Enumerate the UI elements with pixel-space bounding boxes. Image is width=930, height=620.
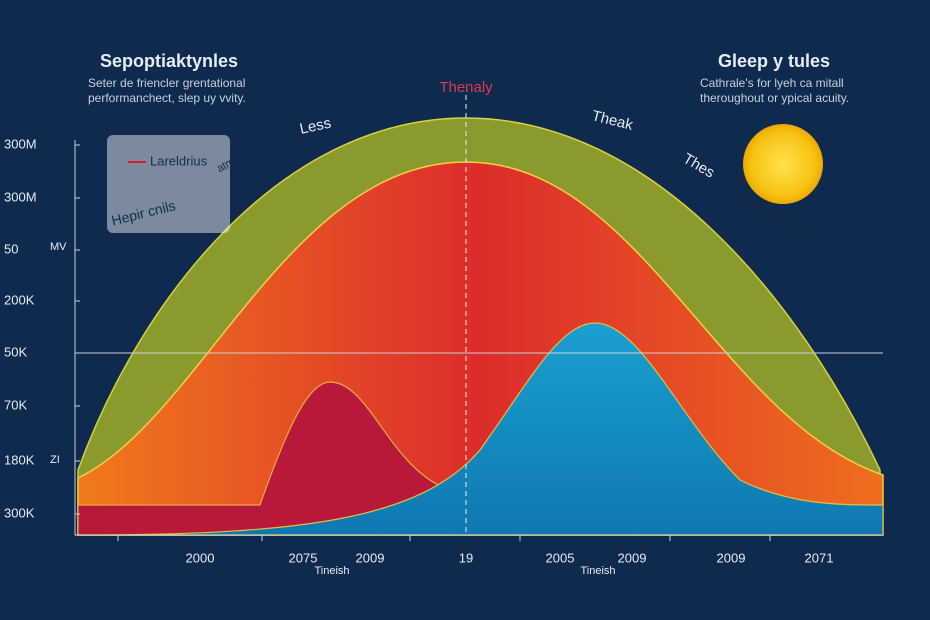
y-side-label: ZI <box>50 454 60 466</box>
x-tick-label: 2009 <box>356 550 385 565</box>
y-tick-label: 200K <box>4 292 35 307</box>
annotation: Less <box>298 115 333 138</box>
y-tick-label: 50 <box>4 241 18 256</box>
x-tick-label: 2009 <box>618 550 647 565</box>
right-title: Gleep y tules <box>718 51 830 71</box>
sun <box>743 124 823 204</box>
left-subtitle: performanchect, slep uy vvity. <box>88 91 246 105</box>
left-title: Sepoptiaktynles <box>100 51 238 71</box>
x-tick-label: 19 <box>459 550 473 565</box>
left-subtitle: Seter de friencler grentational <box>88 76 245 90</box>
y-tick-label: 300K <box>4 505 35 520</box>
x-tick-label: 2000 <box>186 550 215 565</box>
y-tick-label: 300M <box>4 189 37 204</box>
x-title: Tineish <box>314 565 349 577</box>
legend-box <box>107 135 230 233</box>
y-side-label: MV <box>50 241 67 253</box>
x-title: Tineish <box>580 565 615 577</box>
inner-area <box>77 381 451 536</box>
legend-entry: Lareldrius <box>150 153 208 168</box>
y-tick-label: 50K <box>4 344 27 359</box>
center-label: Thenaly <box>439 79 493 96</box>
x-tick-label: 2005 <box>546 550 575 565</box>
blue-area <box>74 322 884 536</box>
y-tick-label: 70K <box>4 397 27 412</box>
x-tick-label: 2071 <box>805 550 834 565</box>
right-subtitle: theroughout or ypical acuity. <box>700 91 849 105</box>
y-tick-label: 180K <box>4 452 35 467</box>
x-tick-label: 2009 <box>717 550 746 565</box>
right-subtitle: Cathrale's for lyeh ca mitall <box>700 76 844 90</box>
x-tick-label: 2075 <box>289 550 318 565</box>
y-tick-label: 300M <box>4 136 37 151</box>
